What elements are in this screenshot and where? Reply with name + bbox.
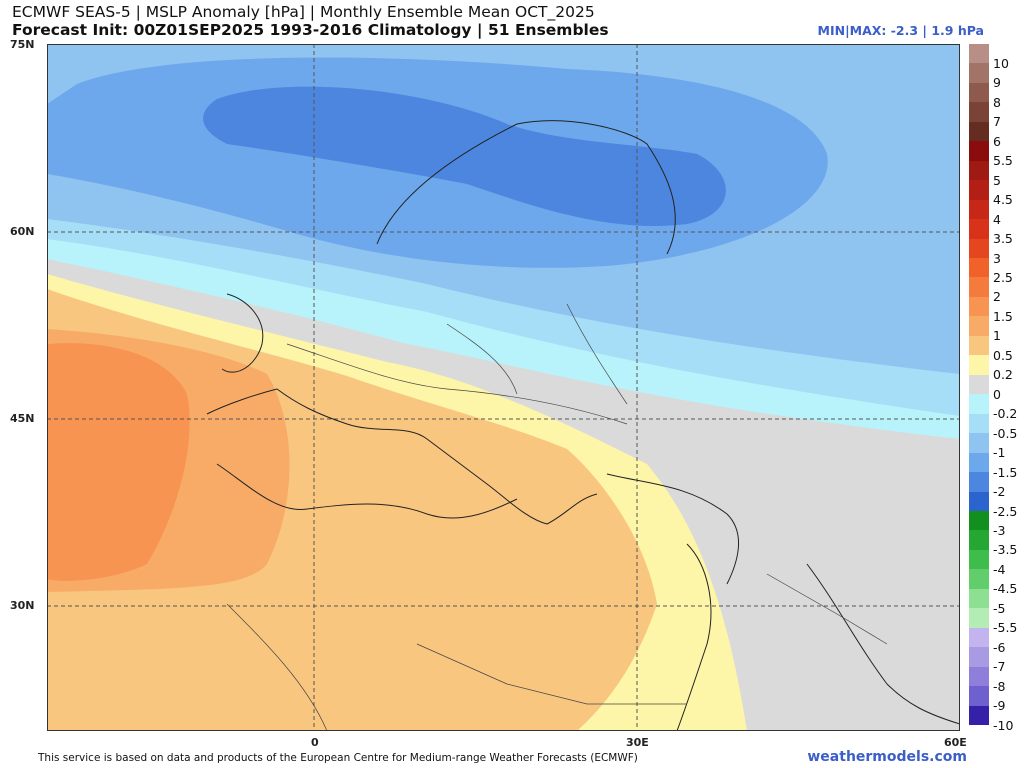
- lon-label-0: 0: [311, 736, 319, 749]
- colorbar-label: 0.5: [993, 347, 1013, 363]
- colorbar-label: -7: [993, 659, 1006, 675]
- colorbar-label: 2: [993, 289, 1001, 305]
- title-block: ECMWF SEAS-5 | MSLP Anomaly [hPa] | Mont…: [12, 3, 609, 39]
- lat-label-45n: 45N: [10, 412, 35, 425]
- colorbar-swatch: [969, 316, 989, 337]
- colorbar-label: 9: [993, 75, 1001, 91]
- colorbar-swatch: [969, 219, 989, 240]
- colorbar-label: 10: [993, 56, 1009, 71]
- colorbar-swatch: [969, 102, 989, 123]
- colorbar-swatch: [969, 647, 989, 668]
- graticule: [47, 44, 960, 731]
- colorbar-swatch: [969, 277, 989, 298]
- colorbar-label: -10: [993, 717, 1014, 733]
- colorbar-swatch: [969, 199, 989, 220]
- colorbar-swatch: [969, 121, 989, 142]
- colorbar-swatch: [969, 627, 989, 648]
- colorbar-swatch: [969, 686, 989, 707]
- colorbar-label: -8: [993, 678, 1006, 694]
- colorbar-label: -5: [993, 600, 1006, 616]
- colorbar-swatch: [969, 530, 989, 551]
- colorbar-swatch: [969, 394, 989, 415]
- colorbar-swatch: [969, 452, 989, 473]
- colorbar-label: -3: [993, 522, 1006, 538]
- colorbar-swatch: [969, 549, 989, 570]
- colorbar-swatch: [969, 238, 989, 259]
- colorbar-label: 1: [993, 328, 1001, 344]
- colorbar-label: -0.2: [993, 406, 1018, 422]
- colorbar-swatch: [969, 433, 989, 454]
- colorbar-swatch: [969, 510, 989, 531]
- colorbar-swatch: [969, 258, 989, 278]
- colorbar: [969, 44, 989, 726]
- coastlines: [206, 120, 960, 731]
- colorbar-label: 2.5: [993, 270, 1013, 286]
- colorbar-swatch: [969, 608, 989, 629]
- colorbar-swatch: [969, 355, 989, 376]
- colorbar-label: -2: [993, 484, 1006, 500]
- colorbar-label: 0.2: [993, 367, 1013, 383]
- colorbar-swatch: [969, 63, 989, 84]
- colorbar-label: 8: [993, 94, 1001, 110]
- anomaly-band-minus-2: [203, 86, 726, 226]
- colorbar-label: -3.5: [993, 542, 1018, 558]
- lat-label-30n: 30N: [10, 599, 35, 612]
- colorbar-swatch: [969, 44, 989, 64]
- colorbar-swatch: [969, 335, 989, 356]
- lon-label-60e: 60E: [944, 736, 967, 749]
- colorbar-label: 6: [993, 133, 1001, 149]
- anomaly-band-plus-1-5: [47, 343, 190, 581]
- lat-label-75n: 75N: [10, 38, 35, 51]
- colorbar-swatch: [969, 296, 989, 317]
- colorbar-label: 5: [993, 172, 1001, 188]
- colorbar-label: 3: [993, 250, 1001, 266]
- brand-link[interactable]: weathermodels.com: [807, 749, 967, 765]
- anomaly-map: [47, 44, 960, 731]
- colorbar-swatch: [969, 705, 989, 726]
- colorbar-label: -4.5: [993, 581, 1018, 597]
- colorbar-swatch: [969, 82, 989, 103]
- colorbar-swatch: [969, 160, 989, 181]
- country-borders: [226, 303, 888, 731]
- colorbar-swatch: [969, 569, 989, 590]
- colorbar-swatch: [969, 472, 989, 492]
- colorbar-label: -2.5: [993, 503, 1018, 519]
- colorbar-label: -1.5: [993, 464, 1018, 480]
- colorbar-label: 5.5: [993, 153, 1013, 169]
- colorbar-swatch: [969, 141, 989, 162]
- colorbar-label: -0.5: [993, 425, 1018, 441]
- colorbar-swatch: [969, 588, 989, 609]
- colorbar-label: -4: [993, 561, 1006, 577]
- colorbar-label: 3.5: [993, 231, 1013, 247]
- chart-title: ECMWF SEAS-5 | MSLP Anomaly [hPa] | Mont…: [12, 3, 595, 21]
- colorbar-label: -9: [993, 698, 1006, 714]
- chart-subtitle: Forecast Init: 00Z01SEP2025 1993-2016 Cl…: [12, 21, 609, 39]
- colorbar-label: 0: [993, 386, 1001, 402]
- colorbar-swatch: [969, 413, 989, 434]
- colorbar-label: 7: [993, 114, 1001, 130]
- map-panel: [47, 44, 960, 731]
- footer-attribution: This service is based on data and produc…: [38, 752, 638, 764]
- colorbar-swatch: [969, 374, 989, 395]
- lat-label-60n: 60N: [10, 225, 35, 238]
- colorbar-swatch: [969, 666, 989, 687]
- min-max-readout: MIN|MAX: -2.3 | 1.9 hPa: [817, 23, 984, 38]
- lon-label-30e: 30E: [626, 736, 649, 749]
- colorbar-swatch: [969, 491, 989, 512]
- colorbar-label: -5.5: [993, 620, 1018, 636]
- colorbar-label: -6: [993, 639, 1006, 655]
- colorbar-label: 1.5: [993, 308, 1013, 324]
- colorbar-label: -1: [993, 445, 1006, 461]
- colorbar-label: 4: [993, 211, 1001, 227]
- colorbar-label: 4.5: [993, 192, 1013, 208]
- colorbar-swatch: [969, 180, 989, 201]
